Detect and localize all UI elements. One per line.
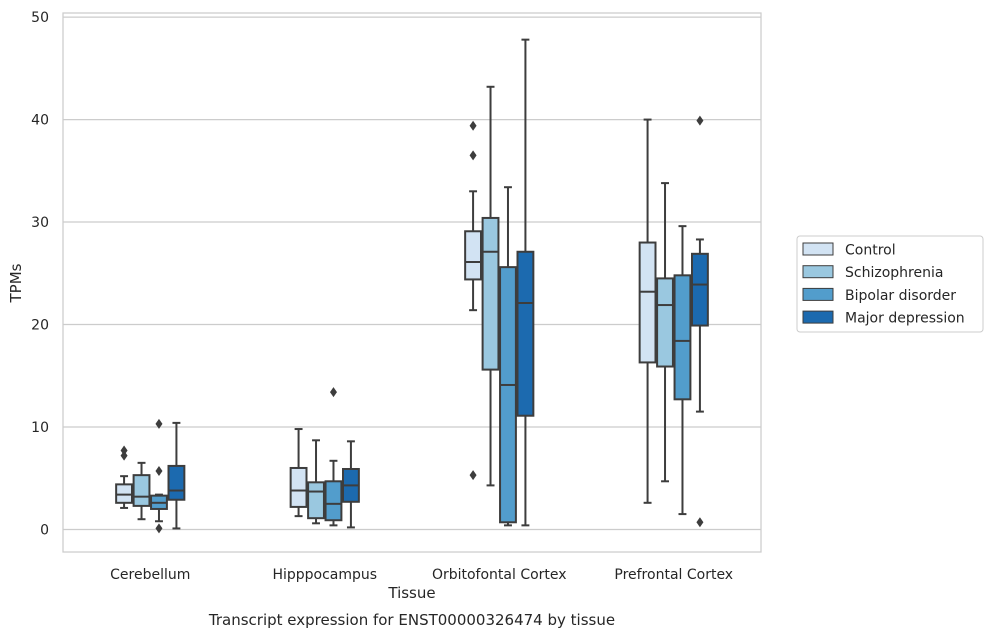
box (464, 230, 482, 281)
box (289, 466, 308, 508)
series-bipolar-disorder (150, 186, 692, 534)
box-plot (167, 421, 186, 530)
box-plot (673, 225, 692, 516)
legend-frame (796, 235, 984, 333)
y-axis-title: TPMs (7, 263, 25, 303)
series-schizophrenia (132, 85, 674, 525)
box (167, 464, 186, 501)
box-plot (499, 186, 517, 527)
outlier-point (155, 523, 163, 534)
box (324, 480, 343, 522)
box-plot (115, 445, 134, 509)
y-tick-label: 0 (40, 522, 49, 538)
legend-label: Schizophrenia (845, 265, 943, 281)
box-plot (638, 118, 657, 504)
legend-swatch (802, 287, 834, 301)
outlier-point (469, 150, 477, 161)
outlier-point (120, 445, 128, 456)
x-tick-label: Prefrontal Cortex (614, 567, 733, 583)
legend-label: Major depression (845, 311, 965, 327)
legend-item: Control (802, 242, 896, 259)
gridlines (63, 16, 761, 531)
box-plot (691, 115, 709, 528)
box-plot (464, 120, 482, 481)
chart-caption: Transcript expression for ENST0000032647… (208, 611, 615, 629)
box-plot (307, 439, 325, 525)
outlier-point (329, 387, 337, 398)
outlier-point (469, 120, 477, 131)
legend: Control Schizophrenia Bipolar disorder Majo… (796, 235, 984, 333)
y-tick-label: 50 (31, 10, 49, 26)
y-tick-label: 20 (31, 318, 49, 334)
box-plot (324, 387, 343, 527)
legend-label: Control (845, 243, 896, 259)
legend-item: Bipolar disorder (802, 287, 956, 304)
series-major-depression (167, 38, 709, 530)
box-plot (342, 440, 360, 529)
legend-item: Schizophrenia (802, 265, 943, 281)
y-tick-label: 40 (31, 113, 49, 129)
legend-swatch (802, 242, 834, 256)
y-tick-labels: 0 10 20 30 40 50 (31, 10, 49, 538)
box (673, 274, 692, 401)
legend-label: Bipolar disorder (845, 288, 956, 304)
outlier-point (469, 470, 477, 481)
box (516, 250, 535, 417)
outlier-point (696, 115, 704, 126)
legend-swatch (802, 310, 834, 324)
box-plot (132, 461, 151, 521)
outlier-point (155, 466, 163, 477)
y-tick-label: 10 (31, 420, 49, 436)
box-plot (656, 182, 674, 483)
box-plot (481, 85, 500, 487)
outlier-point (155, 418, 163, 429)
legend-swatch (802, 265, 834, 279)
box-series (115, 38, 709, 534)
box-plot (150, 418, 168, 534)
box (481, 216, 500, 371)
outlier-point (120, 450, 128, 461)
x-tick-label: Cerebellum (110, 567, 190, 583)
box-plot (289, 428, 308, 518)
x-tick-labels: Cerebellum Hipppocampus Orbitofontal Corte… (110, 567, 733, 583)
y-tick-label: 30 (31, 215, 49, 231)
legend-item: Major depression (802, 310, 965, 327)
box-plot (516, 38, 535, 527)
box (691, 252, 709, 327)
box (307, 481, 325, 520)
x-tick-label: Hipppocampus (272, 567, 377, 583)
box (656, 277, 674, 368)
outlier-point (696, 517, 704, 528)
series-control (115, 118, 657, 518)
box (132, 474, 151, 507)
box (115, 483, 134, 504)
box (499, 266, 517, 524)
x-tick-label: Orbitofontal Cortex (432, 567, 567, 583)
x-axis-title: Tissue (387, 584, 435, 602)
box (638, 241, 657, 364)
